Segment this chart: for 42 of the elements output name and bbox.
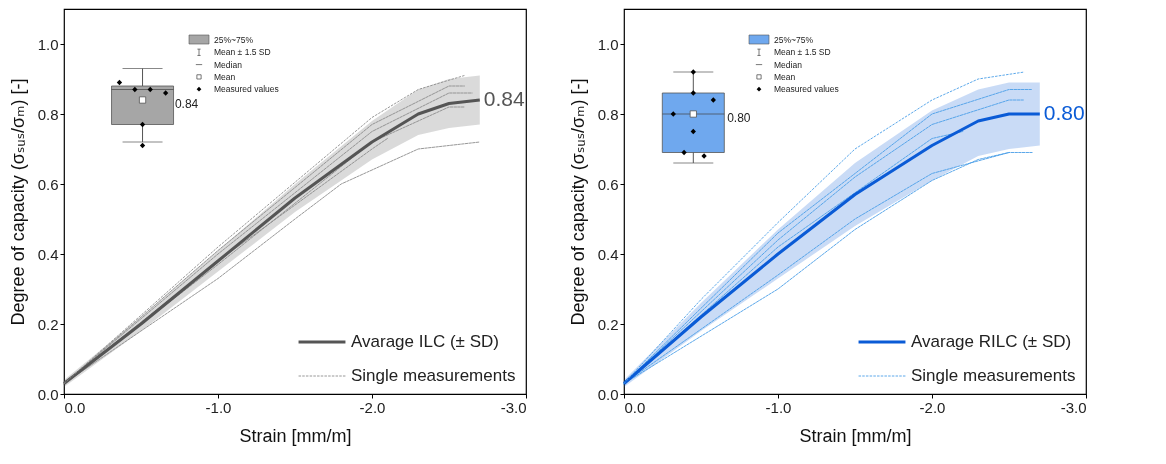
y-tick-label: 0.2 bbox=[37, 315, 59, 333]
legend-label: 25%~75% bbox=[214, 35, 254, 45]
data-label: 0.80 bbox=[1043, 101, 1085, 124]
y-tick-label: 0.6 bbox=[597, 175, 619, 193]
legend-label: Measured values bbox=[774, 84, 839, 95]
y-tick-label: 0.4 bbox=[597, 245, 619, 263]
x-tick-label: 0.0 bbox=[64, 398, 86, 416]
legend-label: 25%~75% bbox=[774, 35, 814, 45]
annotation: 0.84 bbox=[174, 96, 199, 111]
y-axis-title: Degree of capacity (σₛᵤₛ/σₘ) [-] bbox=[567, 78, 588, 326]
legend-label: Avarage RILC (± SD) bbox=[911, 332, 1072, 351]
y-axis-title: Degree of capacity (σₛᵤₛ/σₘ) [-] bbox=[7, 78, 28, 326]
legend-label: Single measurements bbox=[911, 366, 1076, 385]
y-tick-label: 0.0 bbox=[37, 385, 59, 403]
x-tick-label: -1.0 bbox=[205, 398, 232, 416]
y-tick-label: 0.6 bbox=[37, 175, 59, 193]
x-tick-label: -1.0 bbox=[765, 398, 792, 416]
x-tick-label: -3.0 bbox=[500, 398, 527, 416]
y-tick-label: 0.4 bbox=[37, 245, 59, 263]
x-tick-label: 0.0 bbox=[624, 398, 646, 416]
annotation: Median bbox=[774, 59, 803, 70]
x-tick-label: -2.0 bbox=[359, 398, 386, 416]
legend-label: Measured values bbox=[214, 84, 279, 95]
data-label: 0.84 bbox=[483, 87, 525, 110]
y-tick-label: 0.2 bbox=[597, 315, 619, 333]
y-tick-label: 1.0 bbox=[597, 35, 619, 53]
x-tick-label: -3.0 bbox=[1060, 398, 1087, 416]
y-tick-label: 0.8 bbox=[37, 105, 59, 123]
y-tick-label: 0.0 bbox=[597, 385, 619, 403]
legend-label: Avarage ILC (± SD) bbox=[351, 332, 499, 351]
annotation: Median bbox=[214, 59, 243, 70]
legend-label: Single measurements bbox=[351, 366, 516, 385]
x-tick-label: -2.0 bbox=[919, 398, 946, 416]
annotation: Mean bbox=[214, 71, 236, 82]
x-axis-title: Strain [mm/m] bbox=[799, 425, 912, 446]
annotation: Mean ± 1.5 SD bbox=[214, 47, 271, 58]
annotation: 0.80 bbox=[727, 110, 751, 125]
y-tick-label: 1.0 bbox=[37, 35, 59, 53]
annotation: Mean bbox=[774, 71, 796, 82]
annotation: Mean ± 1.5 SD bbox=[774, 47, 831, 58]
x-axis-title: Strain [mm/m] bbox=[239, 425, 352, 446]
y-tick-label: 0.8 bbox=[597, 105, 619, 123]
